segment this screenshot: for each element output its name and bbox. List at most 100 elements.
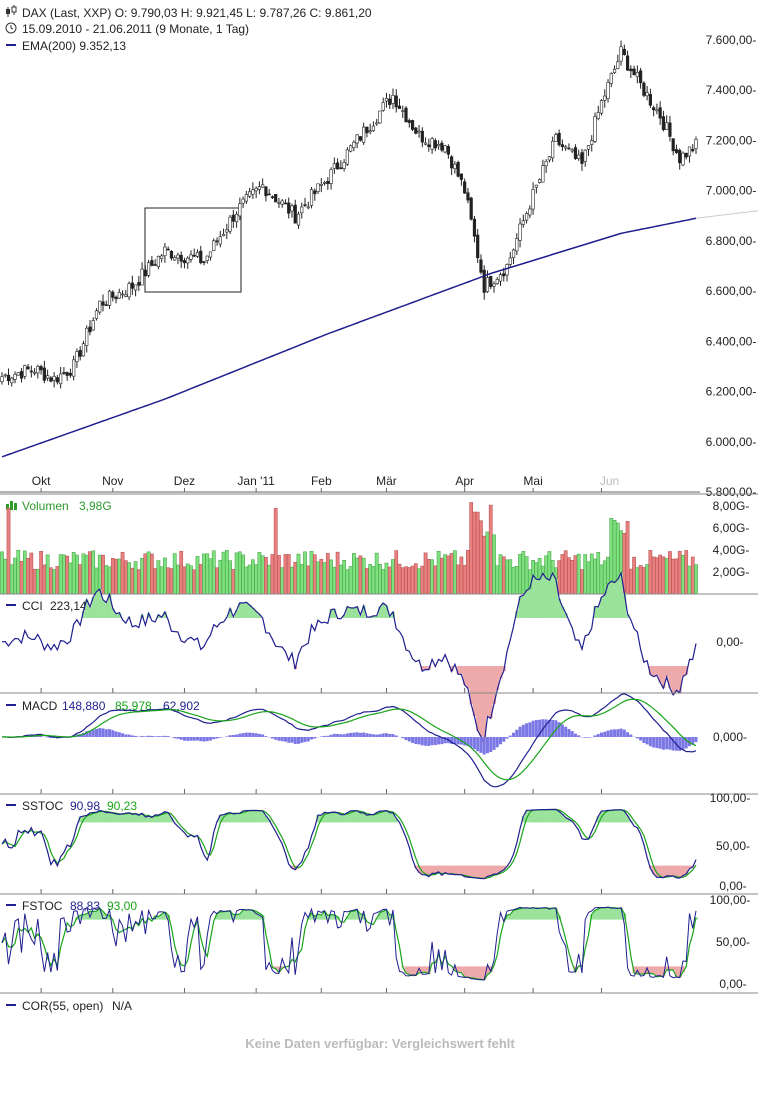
volume-bar xyxy=(251,560,254,594)
candle-body xyxy=(463,182,466,193)
macd-histogram-bar xyxy=(134,736,137,737)
candle-body xyxy=(229,217,232,231)
sstoc-overbought-fill xyxy=(258,811,262,823)
volume-bar xyxy=(336,552,339,594)
candle-body xyxy=(300,207,303,213)
candle-body xyxy=(607,82,610,98)
fstoc-d-value: 93,00 xyxy=(107,899,137,913)
macd-histogram-bar xyxy=(655,737,658,748)
fstoc-label: FSTOC xyxy=(22,899,63,913)
macd-histogram-bar xyxy=(271,737,274,738)
cci-overbought-fill xyxy=(538,580,542,618)
sstoc-overbought-fill xyxy=(610,810,614,822)
volume-bar xyxy=(401,568,404,594)
candle-body xyxy=(353,142,356,147)
sstoc-overbought-fill xyxy=(111,813,115,822)
candle-body xyxy=(506,264,509,275)
candle-body xyxy=(134,285,137,290)
sstoc-overbought-fill xyxy=(150,817,154,822)
candle-body xyxy=(95,311,98,319)
volume-bar xyxy=(313,555,316,594)
macd-histogram-bar xyxy=(607,731,610,737)
volume-bar xyxy=(375,553,378,594)
candle-body xyxy=(590,141,593,145)
volume-bar xyxy=(183,567,186,594)
volume-bar xyxy=(447,556,450,594)
selection-rectangle[interactable] xyxy=(145,208,241,292)
macd-histogram-bar xyxy=(603,732,606,737)
volume-label: Volumen xyxy=(22,499,69,513)
candle-body xyxy=(177,255,180,258)
volume-bar xyxy=(662,557,665,594)
candle-body xyxy=(43,368,46,380)
volume-bar xyxy=(470,502,473,594)
sstoc-overbought-fill xyxy=(124,813,128,822)
volume-bar xyxy=(186,564,189,594)
volume-bar xyxy=(72,552,75,594)
candle-body xyxy=(40,366,43,369)
sstoc-label: SSTOC xyxy=(22,799,63,813)
macd-histogram-bar xyxy=(535,720,538,737)
fstoc-overbought-fill xyxy=(515,910,519,920)
candle-body xyxy=(27,367,30,369)
cci-oversold-fill xyxy=(681,666,685,676)
volume-bar xyxy=(215,568,218,594)
candle-body xyxy=(222,234,225,235)
candle-body xyxy=(395,96,398,107)
candle-body xyxy=(271,197,274,198)
candle-body xyxy=(398,106,401,109)
candle-body xyxy=(421,131,424,142)
cci-overbought-fill xyxy=(114,614,118,618)
candle-body xyxy=(151,260,154,265)
volume-bar xyxy=(486,532,489,594)
macd-histogram-bar xyxy=(489,737,492,752)
macd-histogram-bar xyxy=(346,733,349,737)
candle-body xyxy=(343,162,346,168)
candle-body xyxy=(138,282,141,285)
volume-bar xyxy=(427,559,430,594)
volume-bar xyxy=(489,505,492,594)
sstoc-overbought-fill xyxy=(531,810,535,822)
candle-body xyxy=(450,157,453,168)
fstoc-overbought-fill xyxy=(531,908,535,920)
candle-body xyxy=(610,73,613,83)
sstoc-oversold-fill xyxy=(678,866,682,878)
volume-bar xyxy=(437,551,440,594)
macd-signal-line xyxy=(2,699,696,780)
sstoc-oversold-fill xyxy=(430,866,434,874)
sstoc-overbought-fill xyxy=(101,811,105,822)
cci-overbought-fill xyxy=(522,595,526,618)
macd-histogram-bar xyxy=(320,736,323,737)
sstoc-axis-50: 50,00- xyxy=(716,839,750,853)
candle-body xyxy=(542,166,545,182)
fstoc-oversold-fill xyxy=(408,966,412,974)
sstoc-oversold-fill xyxy=(460,866,464,875)
volume-bar xyxy=(180,551,183,594)
volume-bar xyxy=(694,565,697,594)
volume-bar xyxy=(463,565,466,594)
volume-bar xyxy=(333,567,336,594)
candle-body xyxy=(14,374,17,379)
volume-bar xyxy=(391,559,394,594)
cor-label: COR(55, open) xyxy=(22,999,103,1013)
macd-histogram-bar xyxy=(216,737,219,738)
sstoc-oversold-fill xyxy=(470,866,474,878)
candle-body xyxy=(330,170,333,184)
candle-body xyxy=(304,205,307,206)
macd-histogram-bar xyxy=(378,734,381,737)
sstoc-overbought-fill xyxy=(333,812,337,822)
sstoc-overbought-fill xyxy=(385,811,389,823)
volume-bar xyxy=(131,568,134,594)
macd-histogram-bar xyxy=(144,736,147,737)
month-label: Apr xyxy=(455,474,474,488)
volume-bar xyxy=(114,559,117,594)
macd-histogram-bar xyxy=(209,737,212,741)
candle-body xyxy=(665,123,668,130)
candles xyxy=(1,41,698,389)
candle-body xyxy=(193,255,196,256)
volume-bar xyxy=(137,570,140,594)
candle-body xyxy=(496,279,499,283)
macd-histogram-bar xyxy=(473,737,476,749)
volume-bar xyxy=(580,569,583,594)
